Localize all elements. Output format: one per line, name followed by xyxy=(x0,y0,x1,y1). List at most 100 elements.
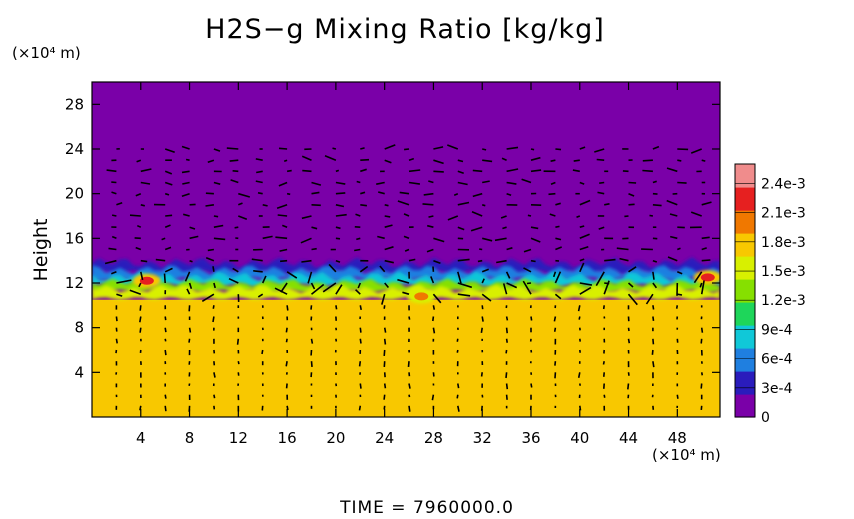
vector-arrow xyxy=(701,159,706,162)
vector-arrow xyxy=(628,192,635,197)
vector-arrow xyxy=(408,169,421,173)
vector-arrow xyxy=(311,191,320,195)
colorbar-swatch xyxy=(735,187,755,211)
vector-arrow xyxy=(383,349,386,356)
vector-arrow xyxy=(140,204,145,207)
vector-arrow xyxy=(256,170,263,174)
vector-arrow xyxy=(408,405,411,412)
vector-arrow xyxy=(360,168,367,173)
vector-arrow xyxy=(255,180,263,184)
vector-arrow xyxy=(652,316,655,322)
vector-arrow xyxy=(164,338,167,342)
vector-arrow xyxy=(471,211,483,217)
x-tick-label: 8 xyxy=(185,429,195,447)
vector-arrow xyxy=(527,214,532,217)
vector-arrow xyxy=(408,394,411,398)
vector-arrow xyxy=(690,148,702,154)
vector-arrow xyxy=(332,147,337,150)
vector-arrow xyxy=(577,305,581,312)
vector-arrow xyxy=(579,233,590,240)
vector-arrow xyxy=(700,338,703,344)
vector-arrow xyxy=(505,338,508,343)
vector-arrow xyxy=(377,235,385,240)
vector-arrow xyxy=(359,265,369,273)
vector-arrow xyxy=(164,181,173,186)
vector-arrow xyxy=(576,215,581,219)
vector-arrow xyxy=(627,282,634,288)
vector-arrow xyxy=(286,169,292,173)
vector-arrow xyxy=(355,213,361,217)
vector-arrow xyxy=(552,271,557,278)
vector-arrow xyxy=(310,338,314,344)
transition-band xyxy=(92,284,720,300)
vector-arrow xyxy=(234,226,239,229)
vector-arrow xyxy=(335,181,346,185)
colorbar-swatch xyxy=(735,210,755,234)
y-tick-label: 8 xyxy=(74,319,84,337)
vector-arrow xyxy=(136,224,142,228)
vector-arrow xyxy=(355,289,361,295)
vector-arrow xyxy=(140,271,144,281)
vector-arrow xyxy=(505,349,508,354)
vector-arrow xyxy=(579,405,582,411)
x-tick-label: 12 xyxy=(229,429,248,447)
vector-arrow xyxy=(359,305,362,311)
vector-arrow xyxy=(213,148,221,152)
vector-arrow xyxy=(324,154,337,161)
vector-arrow xyxy=(530,259,536,263)
vector-arrow xyxy=(237,202,243,206)
vector-arrow xyxy=(184,271,191,282)
vector-arrow xyxy=(554,293,562,300)
vector-arrow xyxy=(238,215,248,221)
vector-arrow xyxy=(433,237,445,243)
vector-arrow xyxy=(212,266,215,272)
vector-arrow xyxy=(358,405,362,411)
vector-arrow xyxy=(301,215,312,220)
vector-arrow xyxy=(408,383,411,389)
vector-arrow xyxy=(135,246,142,251)
vector-arrow xyxy=(228,277,239,284)
vector-arrow xyxy=(164,394,167,399)
vector-arrow xyxy=(116,279,132,284)
vector-arrow xyxy=(652,145,660,150)
vector-arrow xyxy=(506,146,519,150)
vector-arrow xyxy=(428,180,434,184)
vector-arrow xyxy=(555,202,561,206)
vector-arrow xyxy=(431,394,435,401)
x-tick-label: 20 xyxy=(326,429,345,447)
vector-arrow xyxy=(140,168,152,173)
hotspot-core xyxy=(414,292,429,301)
vector-arrow xyxy=(433,170,444,173)
vector-arrow xyxy=(111,214,117,217)
vector-arrow xyxy=(573,159,580,162)
vector-arrow xyxy=(675,305,679,309)
vector-arrow xyxy=(579,146,586,150)
vector-arrow xyxy=(213,215,219,218)
vector-arrow xyxy=(285,338,288,343)
vector-arrow xyxy=(457,282,473,289)
vector-arrow xyxy=(111,235,117,240)
vector-arrow xyxy=(423,192,434,196)
y-axis-unit: (×10⁴ m) xyxy=(12,44,81,62)
vector-arrow xyxy=(377,191,385,195)
vector-arrow xyxy=(108,247,117,251)
vector-arrow xyxy=(667,256,678,262)
vector-arrow xyxy=(700,383,703,389)
vector-arrow xyxy=(335,204,345,208)
vector-arrow xyxy=(139,405,142,411)
vector-arrow xyxy=(384,159,392,164)
vector-arrow xyxy=(701,201,712,206)
vector-arrow xyxy=(384,259,394,264)
vector-arrow xyxy=(677,293,683,296)
vector-arrow xyxy=(383,405,386,410)
vector-arrow xyxy=(376,181,385,185)
vector-arrow xyxy=(408,157,415,161)
vector-arrow xyxy=(282,224,288,228)
vector-arrow xyxy=(278,181,288,187)
vector-arrow xyxy=(599,181,605,184)
vector-arrow xyxy=(690,211,702,217)
vector-arrow xyxy=(384,204,389,207)
vector-arrow xyxy=(597,191,605,195)
vector-arrow xyxy=(480,327,483,334)
vector-arrow xyxy=(189,235,199,240)
